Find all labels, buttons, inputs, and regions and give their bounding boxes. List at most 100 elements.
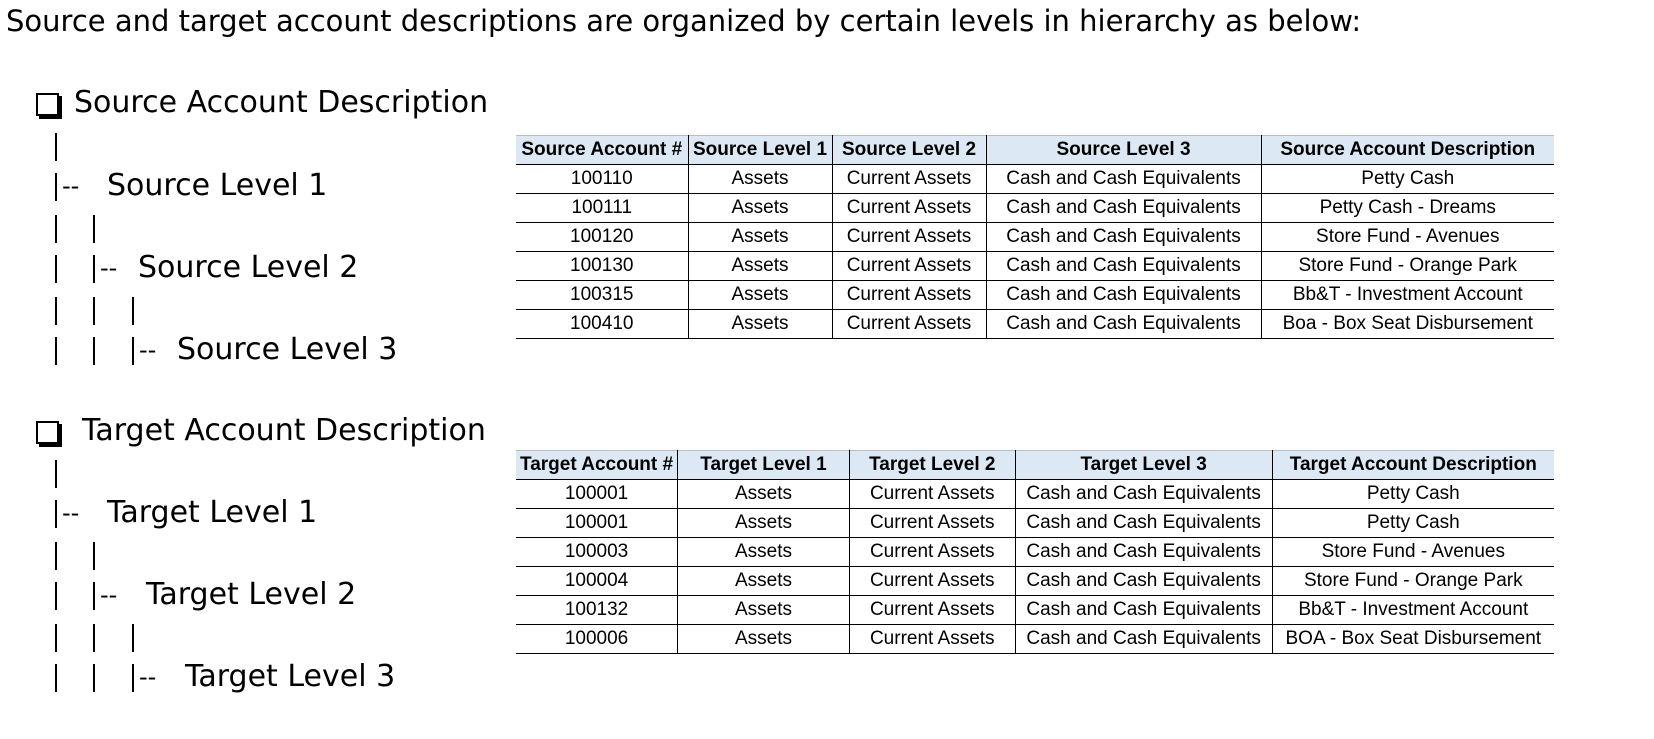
tree-pipe [55,297,57,325]
table-cell: Cash and Cash Equivalents [986,193,1262,223]
tree-pipe [132,624,134,652]
column-header: Target Level 1 [677,450,850,480]
tree-pipe [93,337,95,365]
table-cell: Assets [688,251,833,281]
table-cell: Current Assets [832,251,987,281]
tree-pipe [55,337,57,365]
table-cell: Assets [688,164,833,194]
table-row: 100410 Assets Current Assets Cash and Ca… [516,309,1554,339]
source-level-1-label: Source Level 1 [107,168,328,203]
table-cell: 100130 [516,251,689,281]
table-cell: Cash and Cash Equivalents [986,251,1262,281]
column-header: Source Account Description [1261,135,1554,165]
target-level-2-label: Target Level 2 [146,577,357,612]
tree-pipe [93,664,95,692]
table-cell: Cash and Cash Equivalents [1015,479,1273,509]
table-header-row: Target Account # Target Level 1 Target L… [516,450,1554,480]
tree-pipe [55,460,57,488]
table-row: 100111 Assets Current Assets Cash and Ca… [516,193,1554,223]
tree-pipe [55,624,57,652]
table-cell: 100410 [516,309,689,339]
table-row: 100001 Assets Current Assets Cash and Ca… [516,479,1554,509]
table-cell: Cash and Cash Equivalents [986,222,1262,252]
table-cell: 100315 [516,280,689,310]
table-cell: 100001 [516,508,679,538]
table-cell: Bb&T - Investment Account [1261,280,1554,310]
column-header: Source Level 2 [832,135,987,165]
column-header: Target Account # [516,450,679,480]
column-header: Target Level 3 [1015,450,1273,480]
table-row: 100004 Assets Current Assets Cash and Ca… [516,566,1554,596]
table-cell: 100003 [516,537,679,567]
source-account-table: Source Account # Source Level 1 Source L… [516,135,1554,339]
table-cell: Cash and Cash Equivalents [1015,508,1273,538]
tree-pipe [93,297,95,325]
table-cell: Assets [688,193,833,223]
tree-pipe [93,582,95,610]
tree-connector: -- [139,663,157,691]
source-level-3-label: Source Level 3 [177,332,398,367]
table-cell: Assets [677,566,850,596]
tree-pipe [132,337,134,365]
column-header: Source Account # [516,135,689,165]
target-level-3-label: Target Level 3 [185,659,396,694]
tree-pipe [55,664,57,692]
tree-pipe [55,173,57,201]
table-cell: Cash and Cash Equivalents [1015,595,1273,625]
table-cell: Current Assets [832,193,987,223]
table-cell: Current Assets [849,595,1016,625]
tree-pipe [93,542,95,570]
tree-connector: -- [62,172,80,200]
table-header-row: Source Account # Source Level 1 Source L… [516,135,1554,165]
table-cell: BOA - Box Seat Disbursement [1272,624,1554,654]
source-level-2-label: Source Level 2 [138,250,359,285]
table-cell: 100006 [516,624,679,654]
tree-pipe [55,133,57,161]
table-cell: Cash and Cash Equivalents [1015,537,1273,567]
table-cell: Assets [688,309,833,339]
table-cell: 100004 [516,566,679,596]
table-cell: Assets [677,624,850,654]
source-tree-title: Source Account Description [74,85,489,120]
table-row: 100001 Assets Current Assets Cash and Ca… [516,508,1554,538]
table-cell: 100120 [516,222,689,252]
table-cell: Assets [688,222,833,252]
table-cell: Assets [677,479,850,509]
table-cell: Cash and Cash Equivalents [1015,566,1273,596]
table-cell: Petty Cash [1272,508,1554,538]
table-cell: Current Assets [832,222,987,252]
table-cell: Current Assets [832,164,987,194]
table-row: 100132 Assets Current Assets Cash and Ca… [516,595,1554,625]
target-tree-title: Target Account Description [82,413,486,448]
table-cell: Petty Cash - Dreams [1261,193,1554,223]
table-cell: Bb&T - Investment Account [1272,595,1554,625]
table-cell: Current Assets [849,566,1016,596]
tree-pipe [55,542,57,570]
column-header: Target Account Description [1272,450,1554,480]
tree-pipe [93,215,95,243]
intro-text: Source and target account descriptions a… [6,4,1362,38]
target-level-1-label: Target Level 1 [107,495,318,530]
table-cell: Current Assets [849,508,1016,538]
tree-pipe [93,624,95,652]
table-cell: Assets [677,537,850,567]
table-row: 100130 Assets Current Assets Cash and Ca… [516,251,1554,281]
column-header: Source Level 3 [986,135,1262,165]
table-cell: Current Assets [849,537,1016,567]
column-header: Source Level 1 [688,135,833,165]
table-cell: Boa - Box Seat Disbursement [1261,309,1554,339]
table-cell: Current Assets [832,309,987,339]
table-cell: Cash and Cash Equivalents [986,164,1262,194]
table-row: 100110 Assets Current Assets Cash and Ca… [516,164,1554,194]
table-cell: Store Fund - Avenues [1261,222,1554,252]
tree-pipe [55,582,57,610]
column-header: Target Level 2 [849,450,1016,480]
table-cell: Store Fund - Orange Park [1272,566,1554,596]
table-cell: 100110 [516,164,689,194]
table-row: 100003 Assets Current Assets Cash and Ca… [516,537,1554,567]
tree-connector: -- [62,499,80,527]
table-cell: Petty Cash [1272,479,1554,509]
table-cell: Cash and Cash Equivalents [986,280,1262,310]
table-cell: Assets [677,595,850,625]
table-row: 100006 Assets Current Assets Cash and Ca… [516,624,1554,654]
